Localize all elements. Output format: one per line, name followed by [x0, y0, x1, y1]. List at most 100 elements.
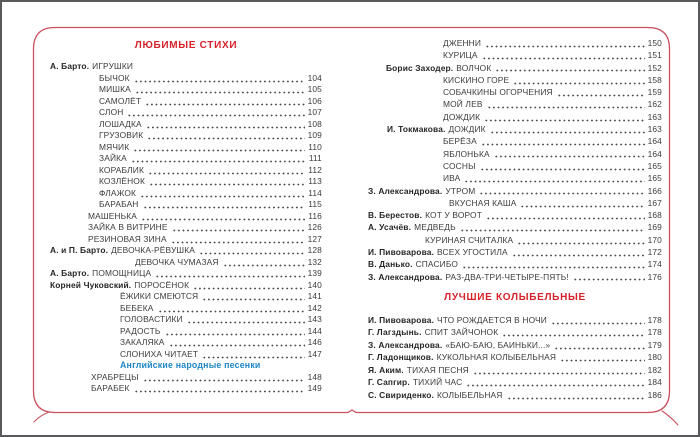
- toc-title: КУКОЛЬНАЯ КОЛЫБЕЛЬНАЯ: [436, 352, 557, 363]
- toc-entry: Г. Ладонщиков. КУКОЛЬНАЯ КОЛЫБЕЛЬНАЯ 180: [368, 351, 662, 364]
- toc-list-left: А. Барто. ИГРУШКИ БЫЧОК 104 МИШКА: [50, 61, 322, 395]
- toc-entry: Борис Заходер. ВОЛЧОК 152: [368, 62, 662, 74]
- toc-page-number: 163: [647, 124, 662, 135]
- toc-page-number: 163: [647, 111, 662, 122]
- toc-entry: МИШКА 105: [50, 84, 322, 96]
- toc-entry: САМОЛЁТ 106: [50, 96, 322, 108]
- dot-leader: [145, 120, 305, 129]
- toc-entry: Английские народные песенки: [50, 360, 322, 372]
- toc-entry: МАШЕНЬКА 116: [50, 211, 322, 223]
- dot-leader: [168, 339, 305, 347]
- dot-leader: [495, 64, 645, 73]
- toc-entry: ГРУЗОВИК 109: [50, 130, 322, 142]
- dot-leader: [140, 189, 306, 198]
- toc-title: ГОЛОВАСТИКИ: [120, 314, 183, 324]
- dot-leader: [517, 236, 645, 245]
- toc-entry: МЯЧИК 110: [50, 142, 322, 154]
- toc-title: Английские народные песенки: [120, 360, 261, 370]
- toc-entry: А. Барто. ПОМОЩНИЦА 139: [50, 268, 322, 280]
- toc-title: МАШЕНЬКА: [88, 210, 138, 221]
- toc-entry: И. Токмакова. ДОЖДИК 163: [368, 123, 662, 135]
- dot-leader: [572, 273, 645, 282]
- toc-entry: Корней Чуковский. ПОРОСЁНОК 140: [50, 280, 322, 292]
- toc-author: Г. Лагздынь.: [368, 327, 422, 338]
- toc-entry: СОСНЫ 165: [368, 160, 662, 172]
- toc-page-number: 127: [307, 233, 322, 244]
- toc-title: ТИХИЙ ЧАС: [412, 377, 463, 388]
- dot-leader: [133, 143, 306, 152]
- toc-page-number: 108: [307, 118, 322, 129]
- dot-leader: [486, 211, 645, 220]
- toc-title: ВОЛЧОК: [456, 62, 492, 73]
- toc-entry: В. Берестов. КОТ У ВОРОТ 168: [368, 209, 662, 221]
- dot-leader: [147, 132, 305, 140]
- toc-entry: ЗАЙКА В ВИТРИНЕ 126: [50, 222, 322, 234]
- dot-leader: [472, 366, 645, 375]
- toc-page-number: 172: [647, 247, 662, 258]
- toc-page-number: 164: [647, 148, 662, 159]
- toc-title: СОСНЫ: [443, 160, 476, 171]
- toc-entry: КУРИНАЯ СЧИТАЛКА 170: [368, 234, 662, 246]
- toc-title: ЛОШАДКА: [99, 118, 142, 129]
- toc-author: З. Александрова.: [368, 185, 443, 196]
- toc-author: Я. Аким.: [368, 364, 404, 375]
- toc-title: БАРАБАН: [99, 199, 139, 209]
- toc-author: З. Александрова.: [368, 271, 443, 282]
- toc-page-number: 128: [307, 245, 322, 255]
- toc-entry: А. и П. Барто. ДЕВОЧКА-РЁВУШКА 128: [50, 245, 322, 257]
- toc-title: БАРАБЕК: [91, 383, 130, 393]
- toc-page-number: 146: [307, 337, 322, 347]
- toc-entry: В. Данько. СПАСИБО 174: [368, 258, 662, 270]
- toc-page-number: 158: [647, 74, 662, 85]
- dot-leader: [149, 178, 306, 186]
- toc-page-number: 140: [307, 279, 322, 290]
- toc-page-number: 165: [647, 160, 662, 171]
- section-heading-favorite-poems: ЛЮБИМЫЕ СТИХИ: [134, 40, 238, 51]
- toc-title: ДЖЕННИ: [443, 38, 482, 48]
- toc-entry: БАРАБЕК 149: [50, 383, 322, 395]
- toc-page-number: 167: [647, 197, 662, 208]
- dot-leader: [464, 175, 645, 184]
- toc-author: И. Пивоварова.: [368, 314, 435, 325]
- dot-leader: [157, 304, 305, 313]
- toc-author: З. Александрова.: [368, 339, 443, 350]
- toc-title: УТРОМ: [445, 185, 476, 196]
- toc-page-number: 126: [307, 222, 322, 232]
- toc-entry: ЛОШАДКА 108: [50, 119, 322, 131]
- toc-title: «БАЮ-БАЮ, БАИНЬКИ...»: [445, 339, 551, 350]
- dot-leader: [202, 293, 305, 301]
- toc-author: Борис Заходер.: [386, 62, 454, 73]
- toc-title: КИСКИНО ГОРЕ: [443, 74, 510, 85]
- dot-leader: [199, 247, 305, 255]
- toc-title: ДЕВОЧКА ЧУМАЗАЯ: [135, 256, 219, 267]
- toc-list-right: ДЖЕННИ 150 КУРИЦА 151 Борис Заходер. ВОЛ…: [368, 37, 662, 283]
- page-curl-right-icon: [661, 410, 679, 426]
- toc-entry: БАРАБАН 115: [50, 199, 322, 211]
- toc-page-number: 141: [307, 291, 322, 301]
- toc-page-number: 164: [647, 136, 662, 147]
- toc-page-number: 148: [307, 371, 322, 382]
- dot-leader: [486, 101, 645, 110]
- toc-title: РАЗ-ДВА-ТРИ-ЧЕТЫРЕ-ПЯТЬ!: [445, 271, 569, 282]
- toc-page-number: 114: [308, 187, 322, 198]
- toc-entry: ФЛАЖОК 114: [50, 188, 322, 200]
- toc-page-number: 176: [647, 271, 662, 282]
- toc-entry: ЗАЙКА 111: [50, 153, 322, 165]
- toc-entry: РАДОСТЬ 144: [50, 326, 322, 338]
- toc-page-number: 162: [647, 99, 662, 110]
- dot-leader: [193, 281, 305, 290]
- toc-entry: ВКУСНАЯ КАША 167: [368, 197, 662, 209]
- toc-page-number: 178: [647, 327, 662, 338]
- toc-entry: ХРАБРЕЦЫ 148: [50, 372, 322, 384]
- toc-title: ГРУЗОВИК: [99, 130, 144, 140]
- dot-leader: [493, 150, 645, 159]
- toc-page-number: 147: [307, 348, 322, 359]
- dot-leader: [489, 125, 645, 134]
- toc-title: МОЙ ЛЕВ: [443, 99, 483, 110]
- toc-page-number: 178: [647, 314, 662, 325]
- toc-page-number: 170: [647, 234, 662, 245]
- toc-title: ДЕВОЧКА-РЁВУШКА: [111, 245, 196, 255]
- dot-leader: [560, 354, 645, 363]
- toc-entry: ЗАКАЛЯКА 146: [50, 337, 322, 349]
